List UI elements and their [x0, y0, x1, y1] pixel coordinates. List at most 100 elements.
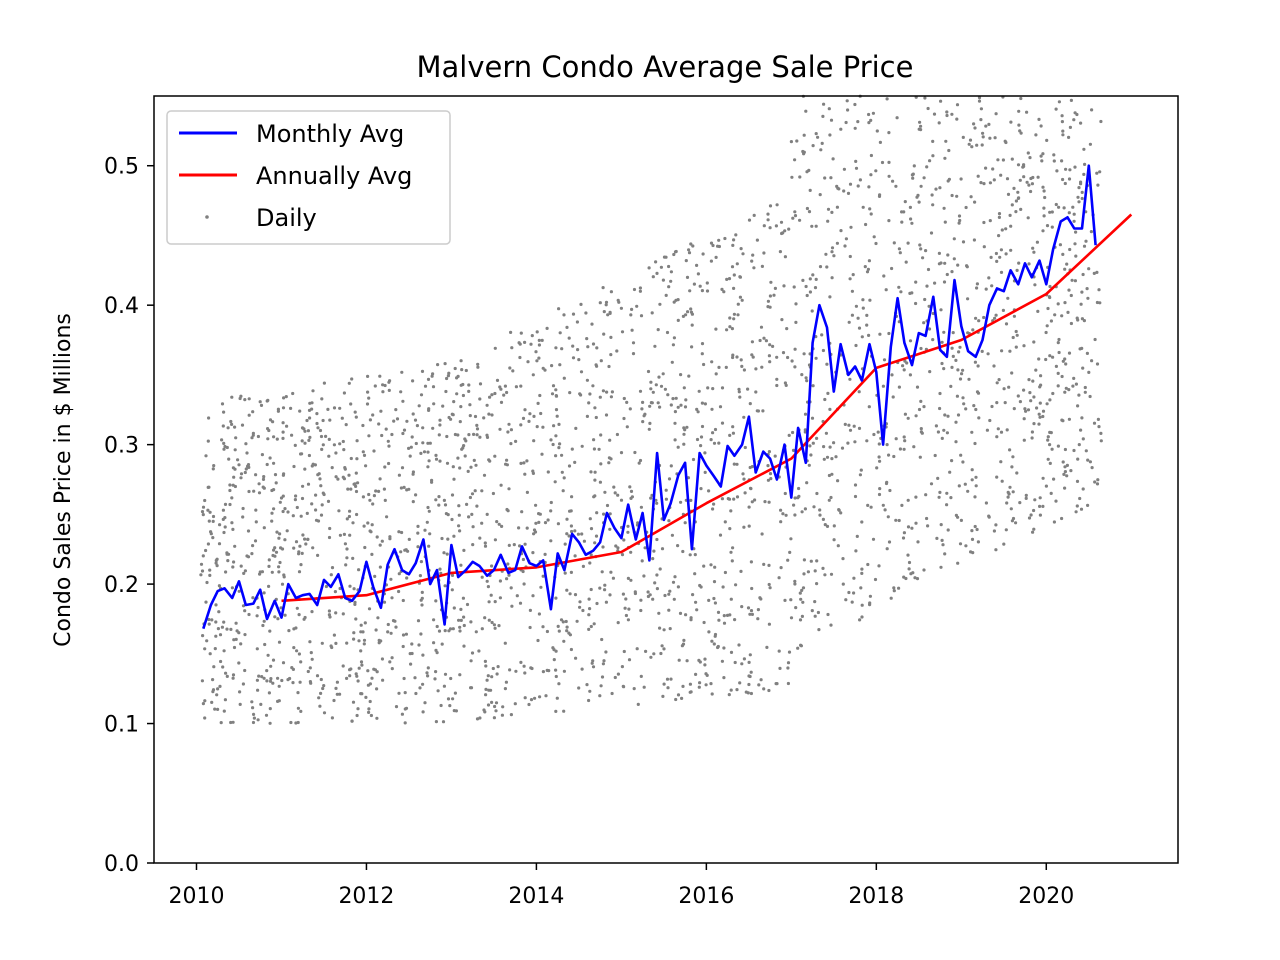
daily-point [414, 691, 418, 696]
daily-point [956, 368, 960, 372]
daily-point [207, 416, 211, 420]
daily-point [352, 637, 356, 641]
daily-point [575, 619, 579, 623]
daily-point [539, 411, 543, 416]
daily-point [1061, 252, 1065, 256]
daily-point [644, 649, 648, 654]
daily-point [562, 639, 566, 643]
daily-point [1068, 168, 1072, 172]
daily-point [281, 430, 285, 434]
daily-point [1027, 516, 1032, 520]
daily-point [982, 245, 986, 249]
daily-point [319, 513, 324, 517]
daily-point [661, 372, 665, 376]
daily-point [227, 457, 231, 461]
daily-point [984, 501, 989, 505]
daily-point [1079, 182, 1083, 186]
daily-point [232, 645, 237, 650]
daily-point [296, 706, 300, 710]
daily-point [580, 667, 584, 671]
daily-point [1041, 476, 1045, 480]
daily-point [341, 664, 345, 668]
daily-point [555, 696, 559, 700]
daily-point [914, 521, 918, 525]
daily-point [918, 120, 922, 124]
daily-point [734, 233, 738, 237]
daily-point [569, 647, 574, 652]
daily-point [856, 316, 860, 320]
daily-point [598, 586, 602, 590]
daily-point [201, 702, 205, 706]
daily-point [669, 403, 673, 407]
daily-point [214, 620, 218, 624]
daily-point [714, 372, 718, 376]
daily-point [1008, 485, 1012, 489]
daily-point [523, 408, 527, 412]
daily-point [549, 539, 553, 543]
daily-point [810, 416, 815, 420]
daily-point [821, 348, 826, 353]
daily-point [837, 187, 841, 191]
daily-point [277, 536, 281, 540]
daily-point [1052, 520, 1056, 524]
daily-point [390, 596, 394, 600]
daily-point [723, 236, 727, 241]
daily-point [298, 544, 302, 548]
daily-point [897, 518, 901, 523]
daily-point [601, 662, 606, 666]
daily-point [766, 218, 770, 222]
daily-point [853, 102, 857, 107]
daily-point [800, 588, 804, 593]
daily-point [854, 304, 859, 308]
daily-point [332, 406, 337, 410]
daily-point [549, 500, 553, 505]
daily-point [761, 409, 765, 413]
daily-point [974, 407, 978, 412]
daily-point [885, 97, 889, 101]
daily-point [702, 564, 706, 568]
daily-point [767, 500, 771, 504]
daily-point [497, 522, 501, 526]
daily-point [979, 107, 984, 111]
daily-point [740, 662, 744, 666]
daily-point [995, 259, 999, 263]
daily-point [664, 497, 669, 501]
daily-point [979, 181, 983, 185]
daily-point [792, 503, 796, 507]
daily-point [786, 355, 790, 360]
daily-point [306, 429, 310, 433]
daily-point [1034, 368, 1038, 372]
daily-point [890, 373, 894, 377]
daily-point [633, 450, 637, 455]
daily-point [768, 360, 772, 364]
daily-point [987, 515, 991, 519]
daily-point [823, 397, 827, 402]
daily-point [229, 419, 233, 424]
daily-point [318, 428, 323, 433]
daily-point [240, 423, 245, 427]
daily-point [350, 719, 354, 723]
daily-point [293, 443, 297, 447]
daily-point [659, 384, 664, 388]
daily-point [1046, 438, 1050, 442]
daily-point [1083, 390, 1087, 394]
daily-point [1010, 519, 1015, 523]
daily-point [945, 113, 949, 118]
daily-point [446, 513, 450, 517]
daily-point [881, 503, 885, 507]
daily-point [215, 564, 219, 568]
daily-point [709, 563, 713, 567]
daily-point [643, 546, 647, 550]
daily-point [661, 694, 665, 699]
daily-point [712, 596, 716, 601]
daily-point [335, 680, 339, 684]
daily-point [519, 660, 523, 665]
daily-point [562, 669, 567, 673]
daily-point [902, 447, 906, 451]
daily-point [869, 173, 873, 177]
daily-point [262, 526, 266, 530]
daily-point [705, 289, 710, 293]
daily-point [987, 276, 991, 280]
daily-point [754, 367, 758, 371]
daily-point [1048, 284, 1052, 289]
